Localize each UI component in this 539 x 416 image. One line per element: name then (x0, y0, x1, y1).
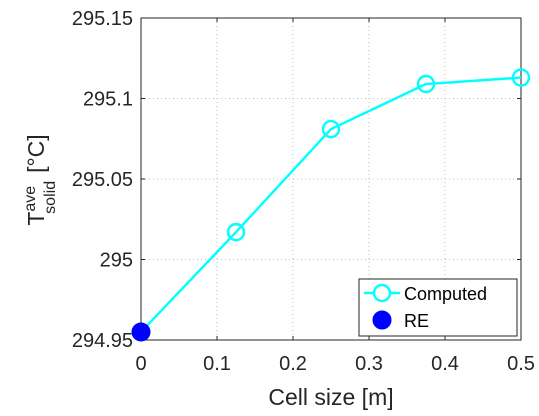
legend-computed-marker (372, 283, 392, 303)
x-tick-label: 0.4 (431, 353, 459, 375)
x-tick-label: 0 (135, 353, 146, 375)
y-axis-label-base: T (23, 212, 49, 226)
y-tick-label: 295.1 (83, 89, 133, 111)
legend-computed-label: Computed (404, 284, 487, 304)
computed-point (226, 222, 246, 242)
ticks: 0 0.1 0.2 0.3 0.4 0.5 294.95 295 295.05 295.1 295.… (72, 8, 535, 375)
y-tick-label: 294.95 (72, 330, 133, 352)
computed-point (321, 119, 341, 139)
x-tick-label: 0.1 (203, 353, 231, 375)
y-tick-label: 295 (100, 250, 133, 272)
y-axis-label-unit: [°C] (23, 134, 49, 173)
x-axis-label: Cell size [m] (268, 384, 393, 410)
computed-series-line (140, 76, 522, 333)
y-axis-label: Tave solid [°C] (22, 134, 59, 225)
re-point (131, 322, 151, 342)
series-layer (131, 68, 531, 342)
y-tick-label: 295.15 (72, 8, 133, 30)
legend-re-marker (372, 310, 392, 330)
legend-entry-computed: Computed (364, 283, 487, 304)
y-axis-label-sup: ave (22, 186, 39, 212)
legend-entry-re: RE (372, 310, 429, 331)
x-tick-label: 0.5 (507, 353, 535, 375)
x-tick-label: 0.3 (355, 353, 383, 375)
computed-point (511, 68, 531, 87)
x-tick-label: 0.2 (279, 353, 307, 375)
computed-point (416, 74, 436, 94)
y-axis-label-sub: solid (42, 181, 59, 214)
y-tick-label: 295.05 (72, 169, 133, 191)
legend: Computed RE (358, 278, 518, 337)
legend-re-label: RE (404, 311, 429, 331)
